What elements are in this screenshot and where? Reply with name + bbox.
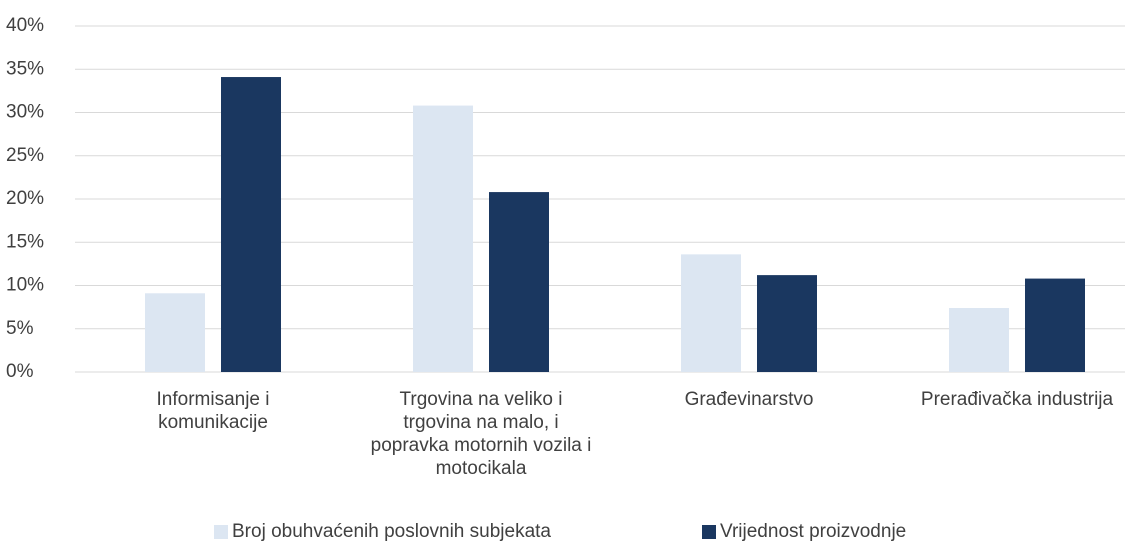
y-tick-label: 5% bbox=[6, 318, 34, 339]
x-tick-label: Informisanje i komunikacije bbox=[156, 389, 270, 433]
bar bbox=[757, 275, 817, 372]
bar bbox=[681, 254, 741, 372]
bar bbox=[145, 293, 205, 372]
bar bbox=[413, 105, 473, 372]
y-tick-label: 25% bbox=[6, 145, 44, 166]
y-tick-label: 0% bbox=[6, 361, 34, 382]
y-tick-label: 10% bbox=[6, 275, 44, 296]
legend-label: Vrijednost proizvodnje bbox=[720, 521, 907, 542]
y-tick-label: 40% bbox=[6, 15, 44, 36]
legend-label: Broj obuhvaćenih poslovnih subjekata bbox=[232, 521, 551, 542]
legend-swatch bbox=[702, 525, 716, 539]
bar bbox=[221, 77, 281, 372]
bar bbox=[1025, 278, 1085, 372]
y-tick-label: 35% bbox=[6, 58, 44, 79]
y-tick-label: 30% bbox=[6, 102, 44, 123]
bar bbox=[949, 307, 1009, 372]
y-tick-label: 15% bbox=[6, 231, 44, 252]
x-tick-label: Građevinarstvo bbox=[684, 389, 814, 410]
x-tick-label: Prerađivačka industrija bbox=[920, 389, 1114, 410]
legend-swatch bbox=[214, 525, 228, 539]
legend-item: Vrijednost proizvodnje bbox=[702, 521, 906, 543]
y-tick-label: 20% bbox=[6, 188, 44, 209]
bar bbox=[489, 192, 549, 372]
x-tick-label: Trgovina na veliko i trgovina na malo, i… bbox=[370, 389, 592, 479]
legend-item: Broj obuhvaćenih poslovnih subjekata bbox=[214, 521, 551, 543]
